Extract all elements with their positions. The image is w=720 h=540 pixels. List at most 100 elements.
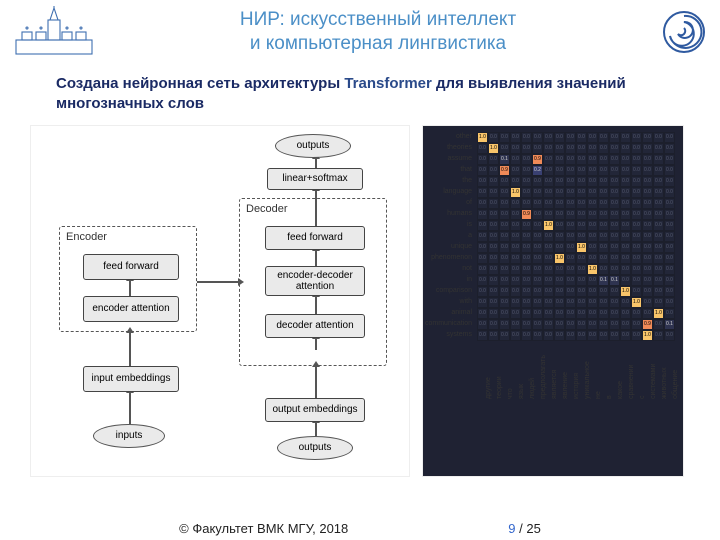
heatmap-cell: 0.0 bbox=[477, 319, 488, 330]
heatmap-cell: 0.0 bbox=[587, 319, 598, 330]
heatmap-cell: 0.0 bbox=[554, 165, 565, 176]
heatmap-cell: 0.0 bbox=[477, 231, 488, 242]
slide-header: НИР: искусственный интеллект и компьютер… bbox=[0, 0, 720, 58]
heatmap-cell: 0.9 bbox=[499, 165, 510, 176]
heatmap-cell: 0.0 bbox=[477, 143, 488, 154]
heatmap-cell: 0.0 bbox=[587, 132, 598, 143]
heatmap-cell: 0.0 bbox=[565, 154, 576, 165]
heatmap-cell: 0.0 bbox=[565, 176, 576, 187]
heatmap-cell: 0.0 bbox=[510, 242, 521, 253]
heatmap-cell: 0.0 bbox=[521, 176, 532, 187]
heatmap-cell: 0.1 bbox=[499, 154, 510, 165]
heatmap-col-label: другие bbox=[485, 339, 492, 399]
heatmap-cell: 0.0 bbox=[521, 165, 532, 176]
heatmap-cell: 0.0 bbox=[609, 319, 620, 330]
heatmap-cell: 0.0 bbox=[664, 176, 675, 187]
heatmap-cell: 0.0 bbox=[477, 330, 488, 341]
heatmap-cell: 0.0 bbox=[565, 308, 576, 319]
heatmap-cell: 0.0 bbox=[576, 176, 587, 187]
heatmap-cell: 0.0 bbox=[631, 143, 642, 154]
heatmap-cell: 0.0 bbox=[609, 198, 620, 209]
page-total: 25 bbox=[526, 521, 540, 536]
heatmap-cell: 0.0 bbox=[587, 176, 598, 187]
heatmap-cell: 0.0 bbox=[565, 132, 576, 143]
heatmap-cell: 0.0 bbox=[609, 187, 620, 198]
heatmap-cell: 0.0 bbox=[620, 253, 631, 264]
heatmap-cell: 1.0 bbox=[653, 308, 664, 319]
heatmap-cell: 0.0 bbox=[576, 297, 587, 308]
heatmap-cell: 0.0 bbox=[609, 132, 620, 143]
heatmap-cell: 0.0 bbox=[642, 297, 653, 308]
heatmap-cell: 0.0 bbox=[631, 330, 642, 341]
heatmap-col-label: предполагать bbox=[540, 339, 547, 399]
heatmap-cell: 0.0 bbox=[664, 154, 675, 165]
page-sep: / bbox=[516, 521, 527, 536]
heatmap-row-label: animal bbox=[425, 309, 475, 316]
heatmap-cell: 0.0 bbox=[664, 198, 675, 209]
heatmap-col-label: с bbox=[639, 339, 646, 399]
heatmap-row-label: systems bbox=[425, 331, 475, 338]
heatmap-cell: 0.0 bbox=[620, 198, 631, 209]
heatmap-cell: 0.0 bbox=[598, 286, 609, 297]
heatmap-cell: 0.0 bbox=[554, 132, 565, 143]
heatmap-row-label: language bbox=[425, 188, 475, 195]
heatmap-cell: 0.0 bbox=[499, 275, 510, 286]
heatmap-cell: 0.0 bbox=[609, 308, 620, 319]
heatmap-cell: 0.0 bbox=[664, 286, 675, 297]
heatmap-cell: 0.0 bbox=[587, 286, 598, 297]
heatmap-cell: 0.0 bbox=[521, 308, 532, 319]
heatmap-cell: 0.0 bbox=[576, 220, 587, 231]
heatmap-cell: 0.0 bbox=[664, 308, 675, 319]
footer-copyright: © Факультет ВМК МГУ, 2018 bbox=[179, 521, 348, 536]
heatmap-cell: 0.0 bbox=[488, 209, 499, 220]
heatmap-cell: 0.0 bbox=[587, 198, 598, 209]
heatmap-cell: 0.0 bbox=[532, 286, 543, 297]
heatmap-cell: 0.0 bbox=[499, 176, 510, 187]
heatmap-cell: 0.0 bbox=[598, 330, 609, 341]
slide-subhead: Создана нейронная сеть архитектуры Trans… bbox=[56, 74, 664, 115]
heatmap-cell: 0.0 bbox=[477, 176, 488, 187]
heatmap-cell: 0.0 bbox=[653, 176, 664, 187]
heatmap-row-label: in bbox=[425, 276, 475, 283]
heatmap-cell: 0.0 bbox=[642, 308, 653, 319]
heatmap-col-label: какое bbox=[617, 339, 624, 399]
heatmap-cell: 0.0 bbox=[510, 165, 521, 176]
heatmap-cell: 0.0 bbox=[598, 209, 609, 220]
heatmap-cell: 0.0 bbox=[543, 231, 554, 242]
heatmap-col-label: теории bbox=[496, 339, 503, 399]
heatmap-cell: 1.0 bbox=[576, 242, 587, 253]
heatmap-cell: 0.0 bbox=[532, 242, 543, 253]
heatmap-cell: 0.0 bbox=[543, 143, 554, 154]
heatmap-cell: 0.0 bbox=[521, 198, 532, 209]
heatmap-cell: 0.0 bbox=[532, 297, 543, 308]
heatmap-cell: 0.2 bbox=[532, 165, 543, 176]
heatmap-cell: 0.0 bbox=[664, 264, 675, 275]
heatmap-cell: 0.0 bbox=[521, 220, 532, 231]
heatmap-cell: 0.0 bbox=[642, 253, 653, 264]
heatmap-cell: 0.0 bbox=[664, 253, 675, 264]
heatmap-cell: 0.0 bbox=[554, 319, 565, 330]
heatmap-cell: 0.0 bbox=[554, 154, 565, 165]
heatmap-cell: 0.0 bbox=[510, 132, 521, 143]
heatmap-cell: 0.0 bbox=[543, 154, 554, 165]
heatmap-cell: 1.0 bbox=[642, 330, 653, 341]
heatmap-cell: 0.0 bbox=[609, 253, 620, 264]
heatmap-cell: 0.0 bbox=[521, 286, 532, 297]
heatmap-cell: 0.0 bbox=[653, 231, 664, 242]
heatmap-cell: 0.0 bbox=[510, 198, 521, 209]
heatmap-cell: 0.0 bbox=[576, 308, 587, 319]
heatmap-cell: 0.0 bbox=[543, 165, 554, 176]
heatmap-cell: 0.0 bbox=[521, 253, 532, 264]
msu-logo bbox=[14, 6, 94, 58]
node-enc_emb: input embeddings bbox=[83, 366, 179, 392]
heatmap-cell: 0.0 bbox=[664, 143, 675, 154]
heatmap-cell: 0.0 bbox=[609, 209, 620, 220]
heatmap-cell: 0.0 bbox=[620, 143, 631, 154]
heatmap-cell: 0.0 bbox=[576, 132, 587, 143]
heatmap-cell: 0.0 bbox=[587, 143, 598, 154]
heatmap-cell: 0.0 bbox=[543, 319, 554, 330]
heatmap-cell: 0.0 bbox=[543, 242, 554, 253]
heatmap-cell: 0.0 bbox=[664, 242, 675, 253]
node-outemb: outputs bbox=[277, 436, 353, 460]
heatmap-cell: 0.0 bbox=[598, 198, 609, 209]
